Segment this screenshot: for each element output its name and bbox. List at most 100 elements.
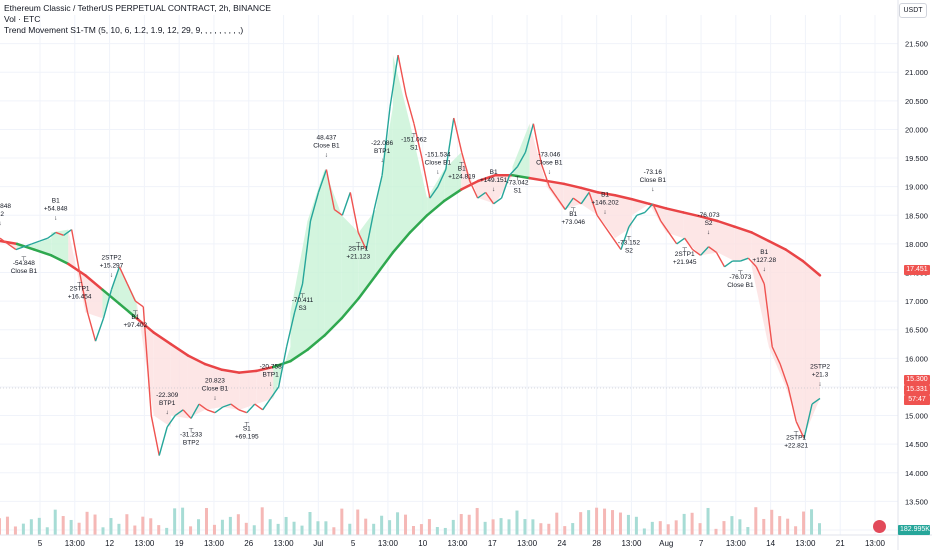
trend-fill-segment [375,106,393,276]
volume-bar [411,526,415,535]
down-arrow-icon: ↓ [269,380,272,387]
volume-bar [252,525,256,535]
volume-bar [802,511,806,535]
trend-fill-segment [751,232,769,347]
annotation-sublabel: S2 [625,248,633,255]
annotation-sublabel: BTP1 [263,371,280,378]
price-segment [708,246,717,254]
volume-bar [603,508,607,535]
target-marker-icon: ⊤ [244,422,250,429]
volume-bar [173,508,177,535]
price-segment [437,169,447,187]
trend-segment [84,274,104,291]
annotation-sublabel: +127.28 [752,257,776,264]
trend-fill-segment [187,355,205,419]
volume-bar [539,523,543,535]
price-segment [684,237,694,251]
volume-bar [316,521,320,535]
price-segment [628,214,638,228]
volume-bar [372,523,376,535]
annotation-label: -73.046 [538,152,560,159]
trend-segment [391,231,412,254]
trend-fill-segment [51,229,69,264]
price-segment [254,403,264,411]
chart-legend: Ethereum Classic / TetherUS PERPETUAL CO… [4,3,271,36]
trend-segment [562,182,583,190]
countdown-tag: 57:47 [904,395,930,405]
annotation-label: -76.073 [729,274,751,281]
trend-fill-segment [478,175,496,204]
x-tick-label: Aug [659,539,673,548]
currency-button[interactable]: USDT [899,3,927,18]
volume-bar [0,518,1,535]
volume-bar [778,516,782,535]
volume-bar [531,519,535,535]
x-tick-label: 13:00 [204,539,225,548]
x-tick-label: Jul [313,539,323,548]
trend-segment [340,297,360,320]
price-segment [166,415,176,428]
target-marker-icon: ⊤ [570,207,576,214]
go-to-realtime-icon[interactable] [873,520,886,533]
annotation-sublabel: +21.945 [673,259,697,266]
trend-segment [357,274,378,300]
down-arrow-icon: ↓ [110,272,113,279]
volume-bar [77,522,81,535]
x-tick-label: 13:00 [726,539,747,548]
trend-fill-segment [717,221,735,262]
price-segment [373,175,383,210]
trend-segment [255,365,275,373]
trend-segment [733,225,753,234]
target-marker-icon: ⊤ [459,161,465,168]
time-scale: 5 13:00 12 13:00 19 13:00 26 13:00 Jul 5 13:00 10 13… [38,539,886,548]
volume-bar [730,516,734,535]
price-segment [174,409,184,417]
trend-segment [169,342,190,357]
price-segment [150,415,160,456]
last-price-tag: 15.300 [904,375,930,385]
annotation-label: S1 [243,426,251,433]
volume-bar [642,528,646,535]
x-tick-label: 13:00 [378,539,399,548]
volume-bar [13,526,17,535]
trend-segment [289,348,309,363]
volume-bar [706,507,710,535]
volume-bar [165,527,169,535]
trend-segment [613,194,634,201]
grid [0,15,898,535]
y-tick-label: 21.500 [905,40,928,49]
trend-segment [630,198,651,206]
y-tick-label: 18.500 [905,211,928,220]
y-tick-label: 17.000 [905,297,928,306]
x-tick-label: 13:00 [65,539,86,548]
trend-fill-segment [615,195,633,239]
volume-bar [149,518,153,535]
price-segment [389,54,399,107]
indicator-legend[interactable]: Trend Movement S1-TM (5, 10, 6, 1.2, 1.9… [4,25,244,35]
price-segment [771,346,781,365]
price-segment [349,192,359,233]
trend-segment [374,251,395,277]
down-arrow-icon: ↓ [818,380,821,387]
volume-legend[interactable]: Vol · ETC [4,14,41,24]
volume-bar [611,510,615,535]
annotation-label: B1 [490,169,498,176]
y-tick-label: 15.000 [905,412,928,421]
price-segment [341,192,351,216]
trend-fill-segment [392,55,410,253]
price-segment [285,312,296,348]
volume-bar [666,524,670,535]
volume-bar [491,519,495,535]
price-segment [556,197,566,210]
price-segment [477,191,487,199]
price-segment [317,169,328,193]
price-segment [214,406,224,414]
price-segment [700,246,710,256]
trend-segment [32,248,53,257]
price-segment [461,152,471,182]
price-segment [230,403,240,411]
symbol-title[interactable]: Ethereum Classic / TetherUS PERPETUAL CO… [4,3,271,13]
annotation-label: -73.152 [618,240,640,247]
annotation-label: -73.16 [644,169,663,176]
